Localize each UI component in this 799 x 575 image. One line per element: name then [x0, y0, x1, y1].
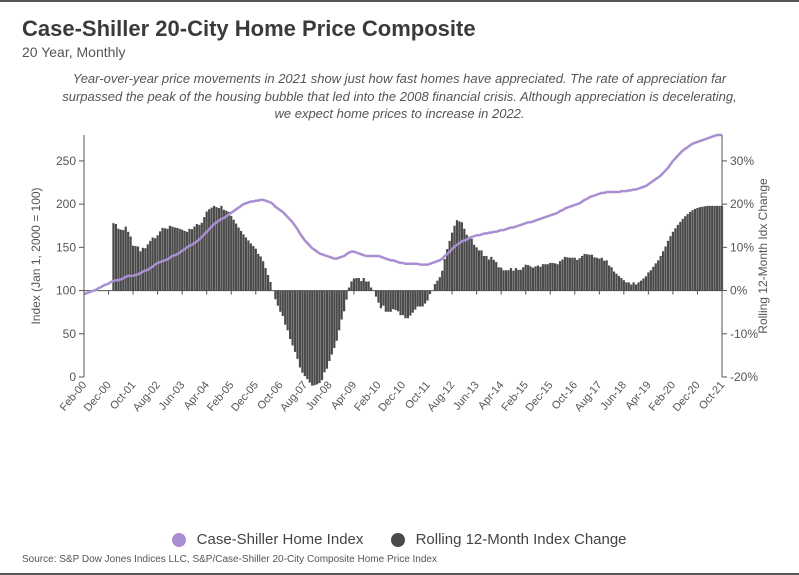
svg-text:Dec-15: Dec-15	[524, 379, 556, 414]
svg-text:200: 200	[56, 197, 76, 211]
svg-text:Rolling 12-Month Idx Change: Rolling 12-Month Idx Change	[756, 178, 770, 334]
svg-text:10%: 10%	[730, 240, 754, 254]
svg-text:Jun-13: Jun-13	[451, 379, 482, 412]
chart-svg: 050100150200250-20%-10%0%10%20%30%Feb-00…	[22, 127, 777, 427]
chart-caption: Year-over-year price movements in 2021 s…	[62, 70, 737, 123]
svg-text:150: 150	[56, 240, 76, 254]
chart-subtitle: 20 Year, Monthly	[22, 44, 777, 60]
svg-text:100: 100	[56, 283, 76, 297]
svg-text:Jun-08: Jun-08	[304, 379, 335, 412]
legend: Case-Shiller Home Index Rolling 12-Month…	[22, 531, 777, 548]
svg-text:Jun-18: Jun-18	[598, 379, 629, 412]
svg-text:20%: 20%	[730, 197, 754, 211]
svg-text:30%: 30%	[730, 154, 754, 168]
svg-text:Index (Jan 1, 2000 = 100): Index (Jan 1, 2000 = 100)	[29, 187, 43, 324]
svg-text:Jun-03: Jun-03	[157, 379, 188, 412]
legend-label-bars: Rolling 12-Month Index Change	[416, 531, 627, 548]
chart-frame: Case-Shiller 20-City Home Price Composit…	[0, 0, 799, 575]
legend-label-line: Case-Shiller Home Index	[197, 531, 364, 548]
svg-text:Aug-02: Aug-02	[131, 379, 163, 414]
source-text: Source: S&P Dow Jones Indices LLC, S&P/C…	[22, 554, 777, 565]
svg-text:-20%: -20%	[730, 370, 758, 384]
legend-item-bars: Rolling 12-Month Index Change	[391, 531, 626, 548]
svg-text:-10%: -10%	[730, 326, 758, 340]
svg-text:Aug-07: Aug-07	[278, 379, 310, 414]
svg-text:0%: 0%	[730, 283, 748, 297]
svg-text:Aug-12: Aug-12	[425, 379, 457, 414]
svg-text:Aug-17: Aug-17	[573, 379, 605, 414]
svg-text:0: 0	[69, 370, 76, 384]
svg-text:Dec-20: Dec-20	[671, 379, 703, 414]
svg-text:Dec-05: Dec-05	[229, 379, 261, 414]
svg-text:50: 50	[63, 326, 77, 340]
legend-swatch-bars	[391, 533, 405, 547]
chart-title: Case-Shiller 20-City Home Price Composit…	[22, 16, 777, 42]
legend-item-line: Case-Shiller Home Index	[172, 531, 363, 548]
chart-area: 050100150200250-20%-10%0%10%20%30%Feb-00…	[22, 127, 777, 525]
svg-text:Dec-10: Dec-10	[376, 379, 408, 414]
legend-swatch-line	[172, 533, 186, 547]
svg-text:Dec-00: Dec-00	[82, 379, 114, 414]
svg-text:Oct-21: Oct-21	[697, 379, 727, 412]
svg-text:250: 250	[56, 154, 76, 168]
